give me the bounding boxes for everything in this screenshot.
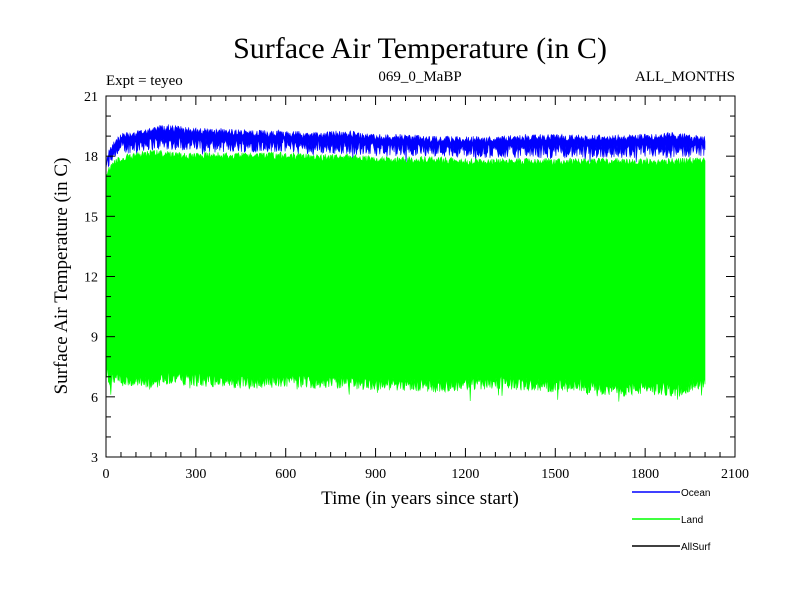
y-tick-label: 12	[84, 271, 98, 286]
x-tick-label: 300	[185, 467, 206, 482]
y-tick-label: 18	[84, 150, 98, 165]
x-tick-label: 1200	[451, 467, 479, 482]
legend-label-allsurf: AllSurf	[681, 542, 711, 553]
x-tick-label: 1500	[541, 467, 569, 482]
y-axis-label: Surface Air Temperature (in C)	[51, 158, 72, 395]
chart-title: Surface Air Temperature (in C)	[233, 32, 607, 65]
y-tick-label: 3	[91, 451, 98, 466]
y-tick-label: 6	[91, 391, 98, 406]
x-tick-label: 0	[103, 467, 110, 482]
chart-subtitle-left: Expt = teyeo	[106, 73, 183, 89]
legend-label-land: Land	[681, 515, 703, 526]
plot-area	[105, 124, 706, 402]
x-tick-label: 900	[365, 467, 386, 482]
series-land-band	[105, 149, 706, 402]
x-tick-label: 600	[275, 467, 296, 482]
x-tick-label: 1800	[631, 467, 659, 482]
chart-subtitle-right: ALL_MONTHS	[635, 69, 735, 85]
series-ocean-band	[105, 124, 706, 170]
x-tick-label: 2100	[721, 467, 749, 482]
axes: 0 300 600 900 1200 1500 1800 2100 3 6 9 12 15 18 21	[84, 90, 749, 482]
x-axis-label: Time (in years since start)	[321, 488, 519, 509]
legend-label-ocean: Ocean	[681, 488, 710, 499]
chart-subtitle-center: 069_0_MaBP	[378, 69, 461, 85]
y-tick-label: 21	[84, 90, 98, 105]
legend: Ocean Land AllSurf	[632, 488, 711, 553]
y-tick-label: 15	[84, 210, 98, 225]
y-tick-label: 9	[91, 331, 98, 346]
